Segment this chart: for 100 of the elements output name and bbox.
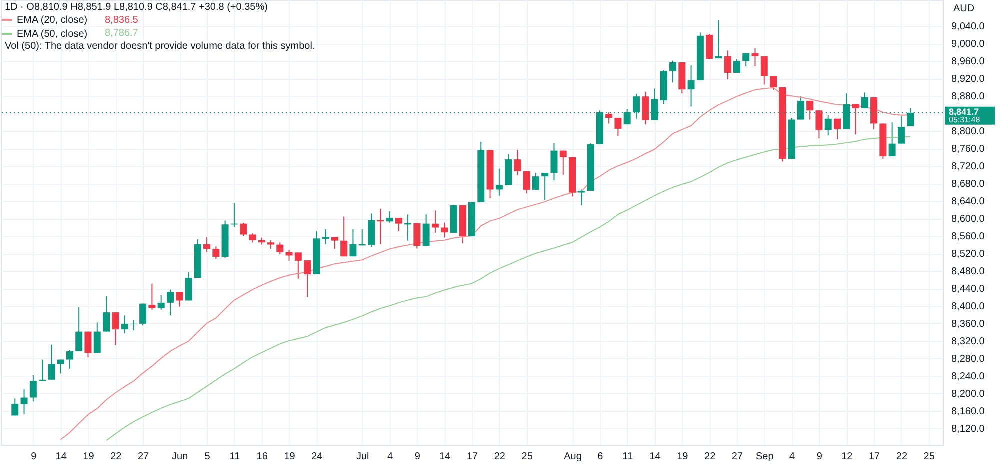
candlestick — [770, 76, 778, 91]
candlestick — [148, 283, 156, 310]
y-tick-label: 8,920.0 — [952, 74, 986, 86]
candlestick — [742, 52, 750, 67]
candlestick — [560, 150, 567, 176]
y-tick-label: 8,440.0 — [952, 284, 986, 296]
x-tick-label: 22 — [896, 452, 908, 462]
candlestick — [542, 172, 549, 201]
candlestick — [121, 315, 128, 334]
candlestick — [550, 142, 558, 182]
candlestick — [130, 319, 138, 331]
x-tick-label: 22 — [494, 452, 506, 462]
x-tick-label: 11 — [622, 452, 634, 462]
candlestick — [340, 216, 348, 258]
ref-line-label: 8,841.7 — [949, 106, 980, 117]
y-tick-label: 8,480.0 — [952, 266, 986, 278]
candlestick — [614, 118, 622, 136]
x-tick-label: Jun — [172, 452, 188, 462]
y-tick-label: 8,520.0 — [952, 249, 986, 260]
candlestick — [158, 295, 165, 310]
candlestick — [76, 306, 83, 352]
candlestick — [422, 214, 430, 247]
y-tick-label: 8,880.0 — [952, 92, 986, 103]
y-tick-label: 8,600.0 — [952, 214, 986, 226]
candlestick — [66, 350, 74, 370]
candlestick — [861, 92, 868, 109]
x-tick-label: 9 — [414, 452, 421, 462]
y-tick-label: 8,280.0 — [952, 354, 986, 365]
y-tick-label: 8,640.0 — [952, 196, 986, 208]
x-tick-label: 19 — [284, 452, 296, 462]
x-tick-label: 9 — [31, 452, 38, 462]
candlestick — [523, 170, 530, 194]
x-tick-label: 25 — [522, 452, 534, 462]
candlestick — [688, 65, 695, 108]
text: 05:31:48 — [949, 115, 981, 124]
annotation: 8,836.5 — [105, 15, 139, 26]
candlestick — [103, 296, 110, 332]
candlestick — [824, 114, 832, 136]
y-tick-label: 8,320.0 — [952, 336, 986, 348]
candlestick — [94, 322, 101, 354]
x-tick-label: 12 — [842, 452, 854, 462]
x-tick-label: 27 — [138, 452, 150, 462]
candlestick — [140, 303, 147, 326]
candlestick — [733, 58, 740, 74]
candlestick — [606, 112, 613, 124]
x-tick-label: 6 — [598, 452, 604, 462]
y-tick-label: 8,360.0 — [952, 318, 986, 330]
x-tick-label: 22 — [110, 452, 122, 462]
y-tick-label: 8,720.0 — [952, 162, 986, 173]
x-tick-label: 19 — [677, 452, 689, 462]
candlestick — [30, 374, 37, 402]
candlestick — [642, 91, 650, 126]
y-axis-title: AUD — [954, 4, 975, 14]
legend-label: EMA (50, close) — [17, 29, 88, 40]
y-tick-label: 8,120.0 — [952, 424, 986, 435]
x-tick-label: 17 — [466, 452, 478, 462]
x-tick-label: 22 — [704, 452, 716, 462]
x-tick-label: 14 — [440, 452, 452, 462]
x-tick-label: 17 — [868, 452, 881, 462]
candlestick — [176, 292, 184, 308]
candlestick — [57, 359, 64, 374]
candlestick — [304, 260, 312, 298]
annotation: 8,786.7 — [105, 28, 139, 39]
x-tick-label: 25 — [924, 452, 936, 462]
candlestick — [578, 189, 586, 206]
candlestick — [204, 236, 211, 253]
candlestick — [888, 122, 896, 157]
candlestick — [48, 344, 56, 380]
y-tick-label: 8,200.0 — [952, 388, 986, 400]
candlestick — [386, 211, 394, 224]
y-tick-label: 8,400.0 — [952, 301, 986, 312]
candlestick — [84, 331, 92, 358]
candlestick — [20, 388, 28, 415]
x-tick-label: 19 — [83, 452, 95, 462]
candlestick — [414, 222, 421, 250]
x-tick-label: 11 — [230, 452, 241, 462]
candlestick — [294, 252, 302, 280]
candlestick — [166, 289, 174, 316]
y-tick-label: 9,000.0 — [952, 39, 986, 50]
candlestick — [441, 222, 448, 238]
candlestick — [496, 168, 503, 196]
candlestick — [752, 48, 759, 67]
candlestick — [240, 222, 248, 237]
x-tick-label: 16 — [256, 452, 268, 462]
candlestick — [514, 149, 522, 176]
candlestick — [834, 118, 841, 140]
candlestick — [286, 250, 293, 262]
x-tick-label: 14 — [56, 452, 68, 462]
candlestick — [852, 104, 860, 136]
candlestick — [760, 56, 768, 86]
y-tick-label: 8,760.0 — [952, 144, 986, 156]
y-tick-label: 8,160.0 — [952, 406, 986, 418]
y-tick-label: 8,240.0 — [952, 371, 986, 382]
candlestick — [395, 218, 402, 232]
candlestick — [112, 312, 120, 346]
x-tick-label: 4 — [387, 452, 394, 462]
x-tick-label: 5 — [204, 452, 211, 462]
candlestick — [715, 20, 722, 60]
candlestick — [12, 398, 19, 416]
candlestick — [212, 246, 220, 260]
